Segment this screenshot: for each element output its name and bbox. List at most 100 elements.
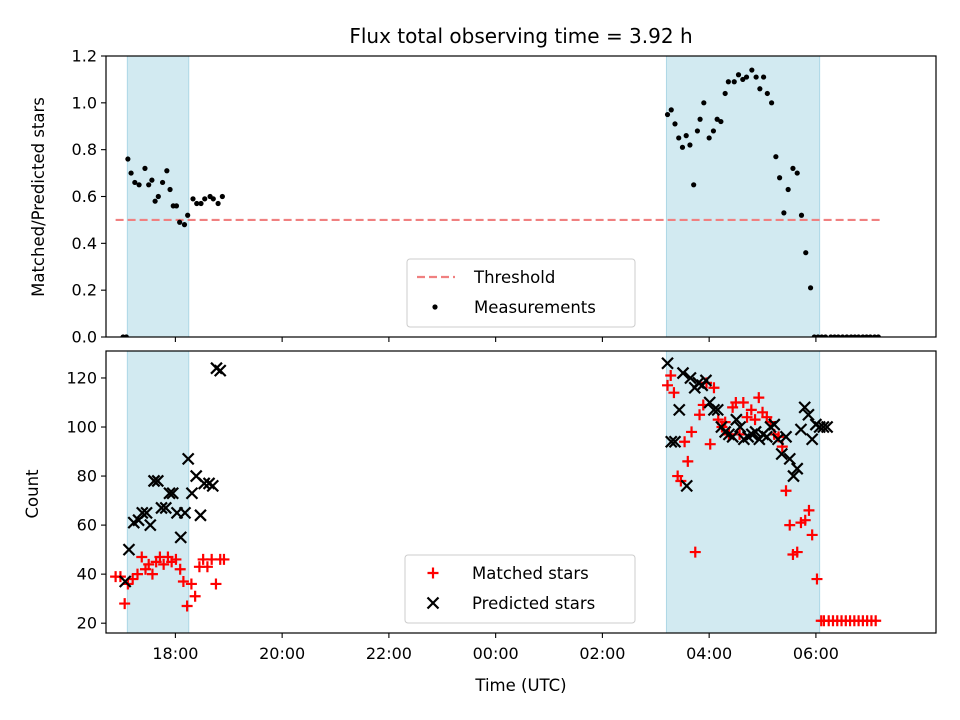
predicted-star-point — [779, 430, 793, 444]
measurement-point — [198, 200, 204, 207]
matched-star-point — [694, 409, 706, 421]
matched-star-point — [177, 576, 189, 588]
measurement-point — [718, 118, 724, 125]
matched-star-point — [665, 370, 677, 382]
predicted-star-point — [790, 462, 804, 475]
measurement-point — [710, 128, 717, 134]
count-panel: 20 40 60 80 100 120 18:00 20:00 22:00 00:00 02:00 0… — [66, 350, 937, 663]
predicted-star-point — [787, 469, 800, 483]
predicted-star-point — [206, 479, 220, 493]
predicted-star-point — [194, 509, 207, 522]
measurement-point — [128, 170, 134, 176]
matched-star-point — [189, 590, 201, 602]
matched-star-point — [753, 392, 765, 404]
x-tick-label: 06:00 — [793, 644, 839, 663]
measurement-point — [164, 168, 170, 174]
top-y-tick-label: 1.0 — [72, 93, 97, 112]
matched-star-point — [741, 411, 753, 423]
predicted-star-point — [805, 433, 819, 446]
legend-measurements-swatch — [432, 304, 438, 310]
predicted-star-point — [760, 430, 774, 444]
measurement-point — [764, 90, 770, 97]
measurement-point — [757, 86, 763, 92]
top-legend-frame — [406, 258, 636, 328]
measurement-point — [760, 74, 767, 80]
predicted-star-point — [726, 430, 739, 444]
top-y-tick-label: 0.2 — [72, 281, 97, 300]
measurement-point — [753, 74, 759, 80]
predicted-star-point — [684, 371, 697, 385]
matched-star-point — [791, 546, 803, 558]
predicted-star-point — [733, 420, 747, 434]
matched-star-point — [119, 598, 131, 610]
bottom-plot-area — [110, 351, 882, 633]
measurement-point — [822, 334, 829, 337]
predicted-star-point — [174, 531, 188, 544]
matched-star-point — [174, 563, 186, 575]
matched-star-point — [745, 404, 757, 416]
x-tick-label: 18:00 — [152, 644, 198, 663]
predicted-star-point — [820, 420, 834, 434]
measurement-point — [152, 198, 158, 204]
predicted-star-point — [136, 506, 149, 520]
bottom-y-tick-label: 100 — [66, 418, 97, 437]
measurement-point — [844, 334, 850, 337]
predicted-star-point — [730, 413, 743, 426]
matched-star-point — [806, 529, 818, 541]
measurement-point — [215, 200, 221, 207]
measurement-point — [731, 79, 737, 85]
predicted-star-point — [181, 452, 195, 466]
matched-star-point — [143, 558, 155, 570]
measurement-point — [697, 116, 703, 122]
predicted-star-point — [749, 425, 762, 439]
matched-star-point — [689, 546, 701, 558]
bottom-y-tick-label: 60 — [77, 516, 97, 535]
bottom-y-tick-label: 80 — [77, 467, 97, 486]
matched-star-point — [686, 426, 698, 438]
top-legend: Threshold Measurements — [406, 258, 636, 328]
measurement-point — [867, 334, 873, 337]
matched-star-point — [749, 414, 761, 426]
top-y-axis-label: Matched/Predicted stars — [29, 97, 48, 297]
matched-star-point — [708, 382, 720, 394]
predicted-star-point — [159, 501, 173, 515]
legend-matched-swatch — [427, 567, 439, 579]
top-plot-area — [115, 56, 881, 337]
measurement-point — [714, 116, 720, 122]
predicted-star-point — [802, 408, 815, 422]
measurement-point — [735, 72, 742, 78]
bottom-legend-frame — [404, 554, 636, 624]
bottom-y-tick-label: 40 — [77, 565, 97, 584]
bottom-axes-frame — [105, 350, 937, 634]
ratio-panel: 0.0 0.2 0.4 0.6 0.8 1.0 1.2 Threshold Measuremen… — [72, 47, 937, 347]
x-tick-label: 04:00 — [686, 644, 732, 663]
predicted-star-point — [699, 374, 713, 387]
measurement-point — [687, 142, 693, 148]
predicted-star-point — [155, 501, 168, 515]
measurement-point — [794, 170, 800, 176]
predicted-star-point — [140, 506, 153, 520]
measurement-point — [839, 334, 846, 337]
measurement-point — [769, 100, 775, 106]
legend-label: Matched stars — [472, 564, 589, 583]
legend-label: Measurements — [474, 298, 596, 317]
predicted-star-point — [680, 479, 694, 493]
predicted-star-point — [676, 366, 690, 380]
measurement-point — [740, 76, 746, 83]
measurement-point — [181, 222, 188, 228]
x-tick-label: 02:00 — [579, 644, 625, 663]
measurement-point — [807, 285, 814, 291]
measurement-point — [132, 179, 138, 186]
matched-star-point — [704, 438, 716, 450]
x-tick-label: 00:00 — [473, 644, 519, 663]
measurement-point — [856, 334, 862, 337]
predicted-star-point — [711, 403, 724, 417]
measurement-point — [155, 193, 161, 200]
matched-star-point — [662, 379, 674, 391]
matched-star-point — [803, 504, 815, 516]
measurement-point — [190, 196, 196, 202]
measurement-point — [773, 154, 779, 160]
predicted-star-point — [767, 418, 781, 431]
predicted-star-point — [672, 403, 686, 417]
